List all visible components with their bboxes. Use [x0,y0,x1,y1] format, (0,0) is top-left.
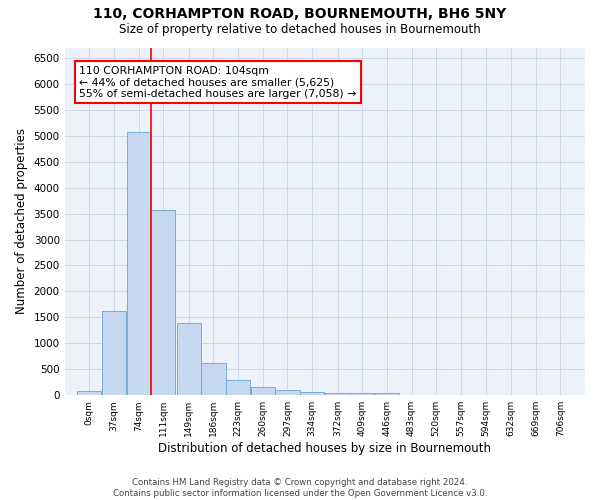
Text: Size of property relative to detached houses in Bournemouth: Size of property relative to detached ho… [119,22,481,36]
Bar [176,322,201,395]
Bar [275,390,299,395]
Bar [251,388,275,395]
Bar [151,210,175,395]
Bar [350,393,374,395]
Bar [202,363,226,395]
Bar [325,392,350,395]
Y-axis label: Number of detached properties: Number of detached properties [15,128,28,314]
Text: 110, CORHAMPTON ROAD, BOURNEMOUTH, BH6 5NY: 110, CORHAMPTON ROAD, BOURNEMOUTH, BH6 5… [94,8,506,22]
Bar [127,132,151,395]
Bar [226,380,250,395]
Text: 110 CORHAMPTON ROAD: 104sqm
← 44% of detached houses are smaller (5,625)
55% of : 110 CORHAMPTON ROAD: 104sqm ← 44% of det… [79,66,357,99]
X-axis label: Distribution of detached houses by size in Bournemouth: Distribution of detached houses by size … [158,442,491,455]
Bar [300,392,324,395]
Bar [375,392,399,395]
Text: Contains HM Land Registry data © Crown copyright and database right 2024.
Contai: Contains HM Land Registry data © Crown c… [113,478,487,498]
Bar [102,311,126,395]
Bar [77,391,101,395]
